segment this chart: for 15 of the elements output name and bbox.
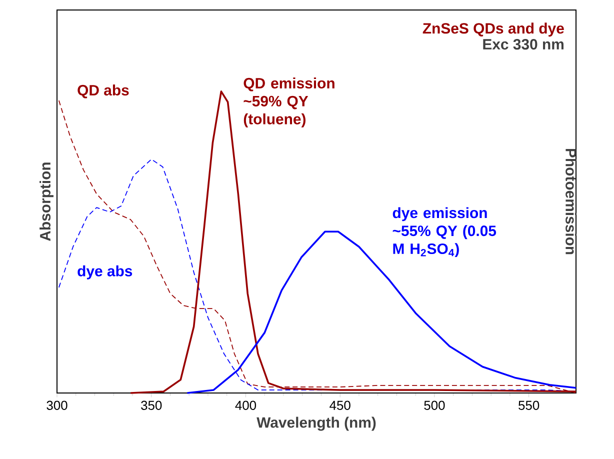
series-label: QD emission ~59% QY (toluene) xyxy=(244,78,334,128)
series-label: QD abs xyxy=(78,84,129,98)
chart-subtitle: Exc 330 nm xyxy=(483,39,564,50)
series-label: dye abs xyxy=(78,265,132,280)
x-tick-label: 450 xyxy=(330,400,350,410)
x-tick-label: 400 xyxy=(235,400,256,410)
x-tick-label: 300 xyxy=(46,400,68,410)
chart-title: ZnSeS QDs and dye xyxy=(422,22,564,37)
x-axis-title: Wavelength (nm) xyxy=(256,416,376,431)
y-axis-title: Absorption xyxy=(40,162,54,241)
x-tick-label: 350 xyxy=(141,400,162,410)
y2-axis-title: Photoemission xyxy=(566,148,577,254)
x-tick-label: 500 xyxy=(424,400,445,410)
series-label: dye emission ~55% QY (0.05 M H$_{2}$SO$_{4}$) xyxy=(392,207,496,258)
x-tick-label: 550 xyxy=(518,400,540,410)
